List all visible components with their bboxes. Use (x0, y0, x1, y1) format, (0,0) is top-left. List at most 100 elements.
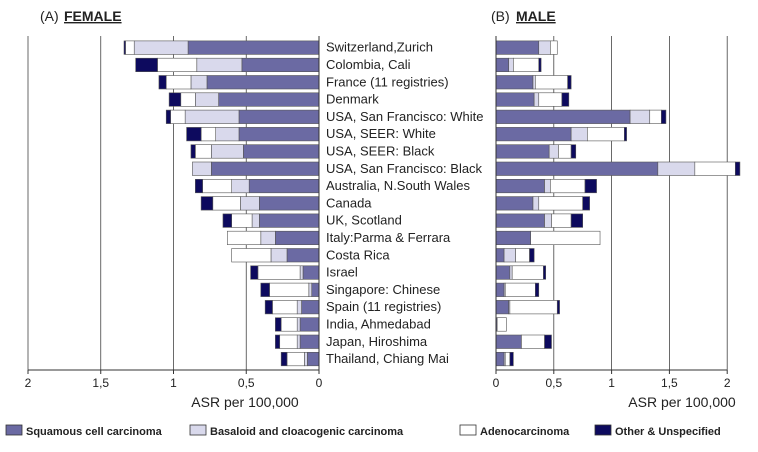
panel-a-bar-segment (304, 351, 308, 367)
panel-a-bar-segment (275, 230, 320, 245)
panel-a-bar-segment (168, 92, 182, 107)
panel-b-bar-segment (513, 57, 540, 73)
panel-b-bar-segment (538, 196, 583, 211)
panel-b-bar-segment (495, 351, 505, 367)
panel-a-bar-segment (196, 57, 243, 73)
panel-b-bar-segment (495, 213, 545, 228)
panel-b-bar-segment (661, 109, 667, 124)
category-label: Australia, N.South Wales (326, 178, 471, 193)
category-label: Israel (326, 265, 358, 280)
panel-a-bar-segment (307, 351, 320, 367)
panel-b-bar-segment (567, 75, 572, 90)
panel-a-bar-segment (190, 144, 196, 159)
category-label: Canada (326, 195, 372, 210)
panel-a-heading: (A) FEMALE (40, 8, 122, 24)
panel-a-bar-segment (251, 213, 260, 228)
panel-b-bar-segment (694, 161, 736, 176)
panel-a-bar-segment (231, 179, 250, 194)
category-label: India, Ahmedabad (326, 316, 431, 331)
panel-a-bar-segment (195, 92, 219, 107)
panel-a-bar-segment (190, 75, 208, 90)
panel-b-bar-segment (495, 230, 531, 245)
category-label: Singapore: Chinese (326, 282, 440, 297)
panel-b-bar-segment (532, 75, 536, 90)
panel-b-heading: (B) MALE (491, 8, 556, 24)
category-label: Spain (11 registries) (326, 299, 441, 314)
panel-b-bar-segment (508, 57, 514, 73)
panel-b-bar-segment (551, 213, 572, 228)
panel-a-bar-segment (238, 127, 320, 142)
panel-a-tick-label: 2 (25, 376, 32, 390)
panel-b-bar-segment (538, 40, 551, 55)
panel-b-bar-segment (538, 57, 542, 73)
panel-a-bar-segment (240, 196, 260, 211)
panel-a-bar-segment (308, 282, 313, 297)
panel-b-bar-segment (495, 161, 659, 176)
panel-a-bar-segment (275, 334, 281, 349)
panel-a-bar-segment (231, 213, 253, 228)
panel-b-bar-segment (532, 196, 540, 211)
panel-a-bar-segment (218, 92, 320, 107)
panel-a-bar-segment (270, 248, 288, 263)
panel-a-bar-segment (286, 248, 320, 263)
panel-b-bar-segment (558, 144, 572, 159)
panel-b-tick-label: 0 (493, 376, 500, 390)
panel-b-bar-segment (515, 248, 530, 263)
panel-b-bar-segment (561, 92, 570, 107)
panel-a-tick-label: 0,5 (238, 376, 255, 390)
panel-a-bar-segment (227, 230, 262, 245)
panel-b-title: MALE (516, 8, 556, 24)
panel-b-bar-segment (495, 127, 572, 142)
panel-b-bar-segment (503, 248, 516, 263)
panel-a-bar-segment (195, 179, 203, 194)
panel-a-title: FEMALE (64, 8, 122, 24)
category-label: Japan, Hiroshima (326, 334, 428, 349)
panel-a-bar-segment (275, 317, 282, 332)
panel-b-bar-segment (570, 127, 588, 142)
panel-b-bar-segment (584, 179, 597, 194)
panel-b-bar-segment (496, 317, 507, 332)
panel-a-bar-segment (200, 127, 216, 142)
legend-swatch (459, 424, 477, 436)
panel-b-bar-segment (543, 265, 547, 280)
panel-a-bar-segment (243, 144, 320, 159)
panel-b-bar-segment (511, 265, 544, 280)
panel-a-bar-segment (238, 109, 320, 124)
panel-a-bar-segment (165, 109, 171, 124)
axes: 0 0,5 1 1,5 2 0 0,5 1 1,5 2 (25, 36, 731, 390)
panel-b-tick-label: 0,5 (545, 376, 562, 390)
panel-b-bar-segment (495, 109, 631, 124)
panel-a-bar-segment (269, 282, 310, 297)
legend-swatch (594, 424, 612, 436)
category-labels: Switzerland,Zurich Colombia, Cali France (… (326, 40, 484, 366)
panel-b-bar-segment (509, 265, 513, 280)
panel-b-bar-segment (495, 144, 550, 159)
panel-a-bar-segment (187, 40, 320, 55)
panel-a-bar-segment (259, 213, 320, 228)
panel-b-bar-segment (538, 92, 563, 107)
panel-b-bar-segment (495, 300, 510, 315)
panel-b-tick-label: 2 (724, 376, 731, 390)
panel-a-bar-segment (211, 144, 244, 159)
panel-b-bar-segment (495, 179, 545, 194)
panel-a-bar-segment (296, 300, 302, 315)
panel-b-bar-segment (649, 109, 662, 124)
panel-b-bar-segment (570, 144, 577, 159)
panel-b-bar-segment (495, 75, 534, 90)
panel-a-bar-segment (259, 196, 320, 211)
panel-a-bar-segment (241, 57, 320, 73)
panel-b-bar-segment (504, 351, 511, 367)
legend-label: Squamous cell carcinoma (26, 426, 163, 438)
panel-b-bar-segment (535, 282, 540, 297)
panel-b-bar-segment (734, 161, 741, 176)
panel-a-bar-segment (311, 282, 320, 297)
category-label: USA, San Francisco: Black (326, 161, 483, 176)
panel-a-bar-segment (123, 40, 126, 55)
panel-a-bar-segment (299, 334, 320, 349)
panel-b-bar-segment (587, 127, 625, 142)
panel-a-bar-segment (301, 300, 320, 315)
panel-a-bar-segment (157, 57, 198, 73)
legend-label: Adenocarcinoma (480, 426, 570, 438)
panel-a-bar-segment (206, 75, 320, 90)
